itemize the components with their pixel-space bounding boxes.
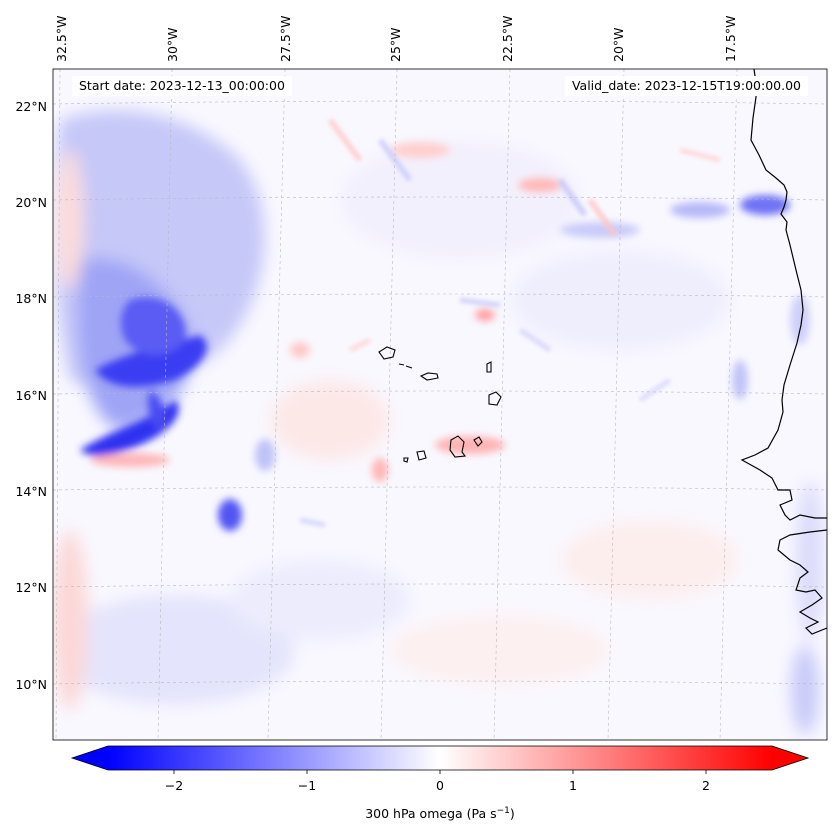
latitude-axis: 22°N 20°N 18°N 16°N 14°N 12°N 10°N [15,99,47,692]
lat-label: 18°N [15,291,47,306]
island-santiago [449,435,467,458]
longitude-axis: 32.5°W 30°W 27.5°W 25°W 22.5°W 20°W 17.5… [54,16,738,62]
field-broad-patches [53,110,824,735]
colorbar [70,745,810,774]
lat-label: 12°N [15,580,47,595]
coastline-south [777,529,827,635]
field-strong-patches [80,142,810,531]
lat-label: 14°N [15,484,47,499]
island-santa-luzia [398,363,405,366]
lat-label: 16°N [15,388,47,403]
valid-date-label: Valid_date: 2023-12-15T19:00:00.00 [564,76,808,96]
colorbar-tick-label: 0 [436,778,444,793]
gridlines [53,69,827,740]
colorbar-tick-label: −1 [297,778,317,793]
island-maio [473,436,483,447]
map-frame [52,68,828,741]
cape-verde-islands [378,346,502,463]
start-date-label: Start date: 2023-12-13_00:00:00 [72,76,292,96]
colorbar-title-exponent: −1 [496,806,510,816]
colorbar-min-extend [72,746,108,770]
colorbar-gradient [108,746,772,770]
colorbar-tick-label: 2 [702,778,710,793]
omega-field [53,69,827,740]
colorbar-title: 300 hPa omega (Pa s−1) [365,806,515,821]
coastline [740,69,827,521]
lat-label: 22°N [15,99,47,114]
island-boa-vista [488,391,502,406]
colorbar-tick-label: −2 [164,778,184,793]
colorbar-max-extend [772,746,808,770]
island-fogo [416,450,427,461]
lon-label: 17.5°W [723,16,738,62]
lon-label: 32.5°W [54,16,69,62]
lon-label: 22.5°W [500,16,515,62]
lat-label: 10°N [15,677,47,692]
colorbar-title-text: 300 hPa omega (Pa s [365,806,497,822]
colorbar-tick-label: 1 [569,778,577,793]
colorbar-title-close: ) [509,806,515,822]
island-brava [403,457,409,463]
island-sao-nicolau [419,372,439,381]
island-sal [486,361,492,373]
island-raso [405,365,413,369]
field-streaks [299,118,721,528]
island-santo-antao [378,346,396,360]
lon-label: 27.5°W [278,16,293,62]
lon-label: 25°W [388,27,403,62]
colorbar-outline [70,745,810,771]
colorbar-ticks [173,770,707,774]
lon-label: 30°W [165,27,180,62]
lat-label: 20°N [15,195,47,210]
lon-label: 20°W [611,27,626,62]
